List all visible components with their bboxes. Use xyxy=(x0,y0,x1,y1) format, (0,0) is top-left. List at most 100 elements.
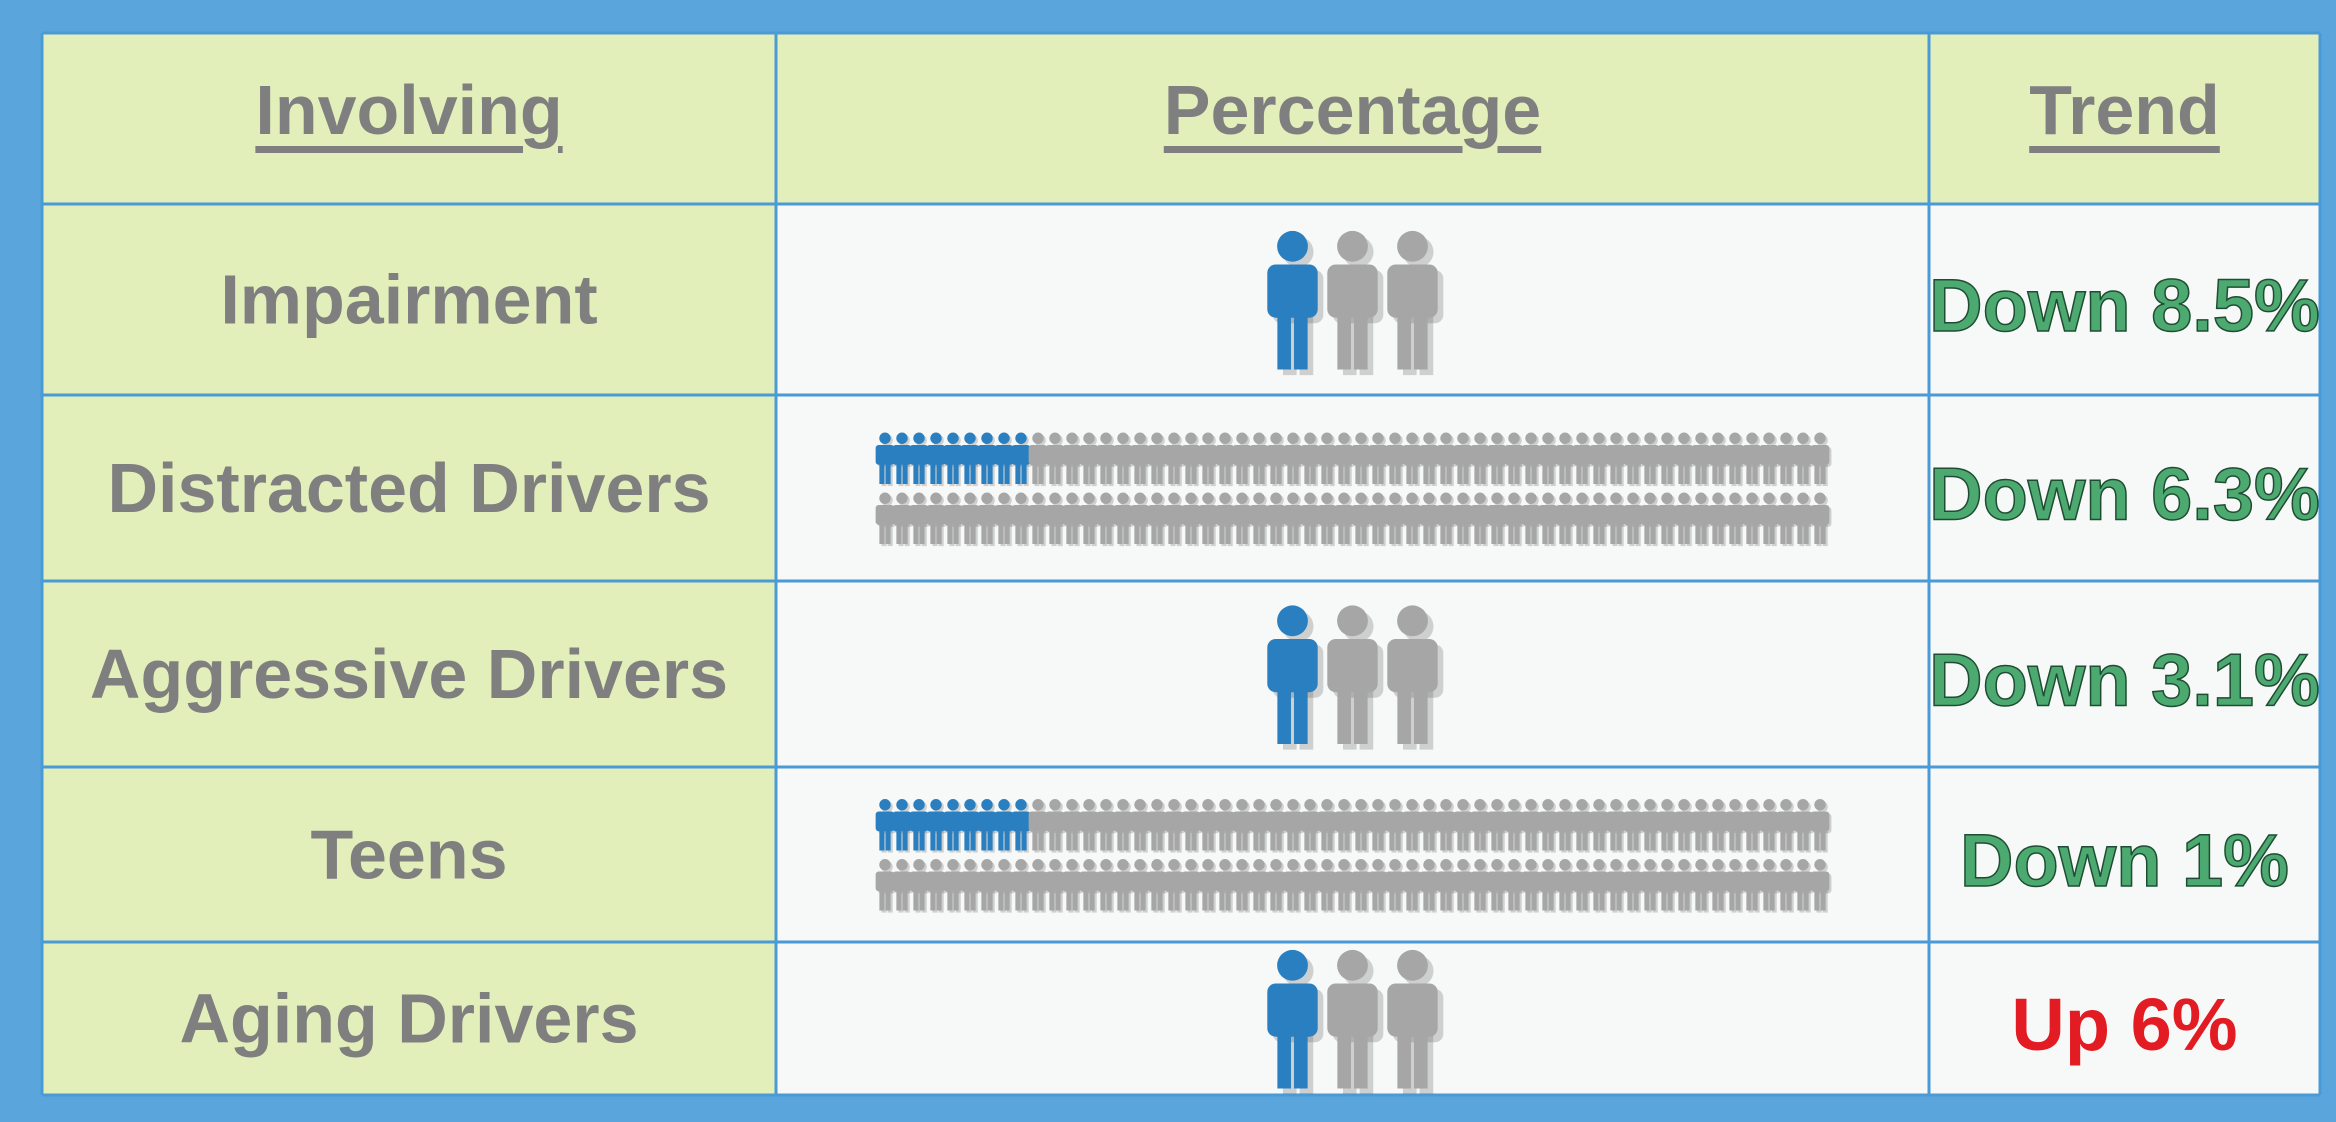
icon-leg xyxy=(1293,462,1299,484)
icon-leg xyxy=(1610,828,1616,851)
icon-torso xyxy=(1657,505,1677,525)
icon-leg xyxy=(913,462,919,484)
icon-torso xyxy=(1113,445,1133,465)
icon-other xyxy=(1215,799,1237,853)
icon-leg xyxy=(1627,888,1633,911)
icon-other xyxy=(1351,492,1373,547)
icon-leg xyxy=(1191,888,1197,911)
icon-other xyxy=(1147,799,1169,853)
icon-leg xyxy=(1327,828,1333,851)
icon-head xyxy=(1423,432,1435,444)
icon-leg xyxy=(1100,462,1106,484)
icon-leg xyxy=(1355,828,1361,851)
icon-torso xyxy=(977,871,997,892)
icon-leg xyxy=(1015,522,1021,544)
icon-leg xyxy=(1089,522,1095,544)
icon-leg xyxy=(1803,522,1809,544)
icon-torso xyxy=(1232,811,1252,832)
icon-head xyxy=(1372,799,1384,811)
icon-leg xyxy=(1814,522,1820,544)
icon-leg xyxy=(964,888,970,911)
icon-other xyxy=(1181,492,1203,547)
icon-other xyxy=(1351,432,1373,487)
icon-leg xyxy=(1576,888,1582,911)
icon-head xyxy=(1270,799,1282,811)
icon-other xyxy=(1334,492,1356,547)
icon-leg xyxy=(1514,462,1520,484)
icon-other xyxy=(1555,859,1577,913)
icon-leg xyxy=(1294,1029,1308,1089)
icon-other xyxy=(1232,799,1254,853)
icon-torso xyxy=(1640,811,1660,832)
icon-head xyxy=(1780,492,1792,504)
icon-torso xyxy=(1436,871,1456,892)
icon-leg xyxy=(1446,828,1452,851)
icon-torso xyxy=(1011,505,1031,525)
icon-leg xyxy=(1548,522,1554,544)
icon-leg xyxy=(1049,828,1055,851)
icon-head xyxy=(998,799,1010,811)
icon-torso xyxy=(1198,871,1218,892)
icon-other xyxy=(1504,492,1526,547)
icon-torso xyxy=(1327,639,1378,693)
icon-torso xyxy=(1708,445,1728,465)
icon-leg xyxy=(1397,310,1411,370)
icon-head xyxy=(998,432,1010,444)
icon-head xyxy=(1372,859,1384,871)
icon-torso xyxy=(1776,871,1796,892)
icon-head xyxy=(1151,799,1163,811)
icon-leg xyxy=(1820,522,1826,544)
icon-head xyxy=(879,859,891,871)
icon-torso xyxy=(1130,871,1150,892)
icon-head xyxy=(1763,432,1775,444)
icon-torso xyxy=(1521,505,1541,525)
icon-leg xyxy=(1310,522,1316,544)
icon-torso xyxy=(1300,445,1320,465)
icon-torso xyxy=(1147,445,1167,465)
icon-highlighted xyxy=(1267,230,1324,376)
icon-torso xyxy=(1113,871,1133,892)
icon-torso xyxy=(1079,505,1099,525)
icon-other xyxy=(926,859,948,913)
icon-head xyxy=(1168,859,1180,871)
icon-other xyxy=(1215,859,1237,913)
icon-head xyxy=(1627,432,1639,444)
icon-leg xyxy=(896,462,902,484)
icon-leg xyxy=(1038,888,1044,911)
icon-other xyxy=(1402,432,1424,487)
icon-leg xyxy=(1491,462,1497,484)
icon-other xyxy=(1198,492,1220,547)
icon-leg xyxy=(1446,462,1452,484)
icon-other xyxy=(1385,432,1407,487)
icon-leg xyxy=(1780,888,1786,911)
icon-leg xyxy=(1021,462,1027,484)
icon-leg xyxy=(1337,310,1351,370)
icon-torso xyxy=(1079,871,1099,892)
icon-head xyxy=(1253,492,1265,504)
icon-head xyxy=(1814,799,1826,811)
icon-torso xyxy=(1776,505,1796,525)
icon-leg xyxy=(1667,462,1673,484)
icon-leg xyxy=(1508,522,1514,544)
icon-head xyxy=(1337,605,1368,637)
icon-leg xyxy=(1397,1029,1411,1089)
icon-highlighted xyxy=(977,799,999,853)
icon-leg xyxy=(1304,462,1310,484)
icon-leg xyxy=(930,522,936,544)
icon-other xyxy=(1453,492,1475,547)
icon-leg xyxy=(1752,888,1758,911)
icon-other xyxy=(1045,799,1067,853)
icon-leg xyxy=(1565,522,1571,544)
icon-other xyxy=(1249,799,1271,853)
icon-leg xyxy=(1803,462,1809,484)
icon-other xyxy=(1045,432,1067,487)
icon-other xyxy=(1249,492,1271,547)
icon-leg xyxy=(1397,685,1411,744)
icon-leg xyxy=(1531,888,1537,911)
icon-torso xyxy=(1589,505,1609,525)
icon-other xyxy=(1572,859,1594,913)
icon-leg xyxy=(964,462,970,484)
icon-other xyxy=(1028,859,1050,913)
icon-leg xyxy=(1236,522,1242,544)
icon-leg xyxy=(1457,828,1463,851)
